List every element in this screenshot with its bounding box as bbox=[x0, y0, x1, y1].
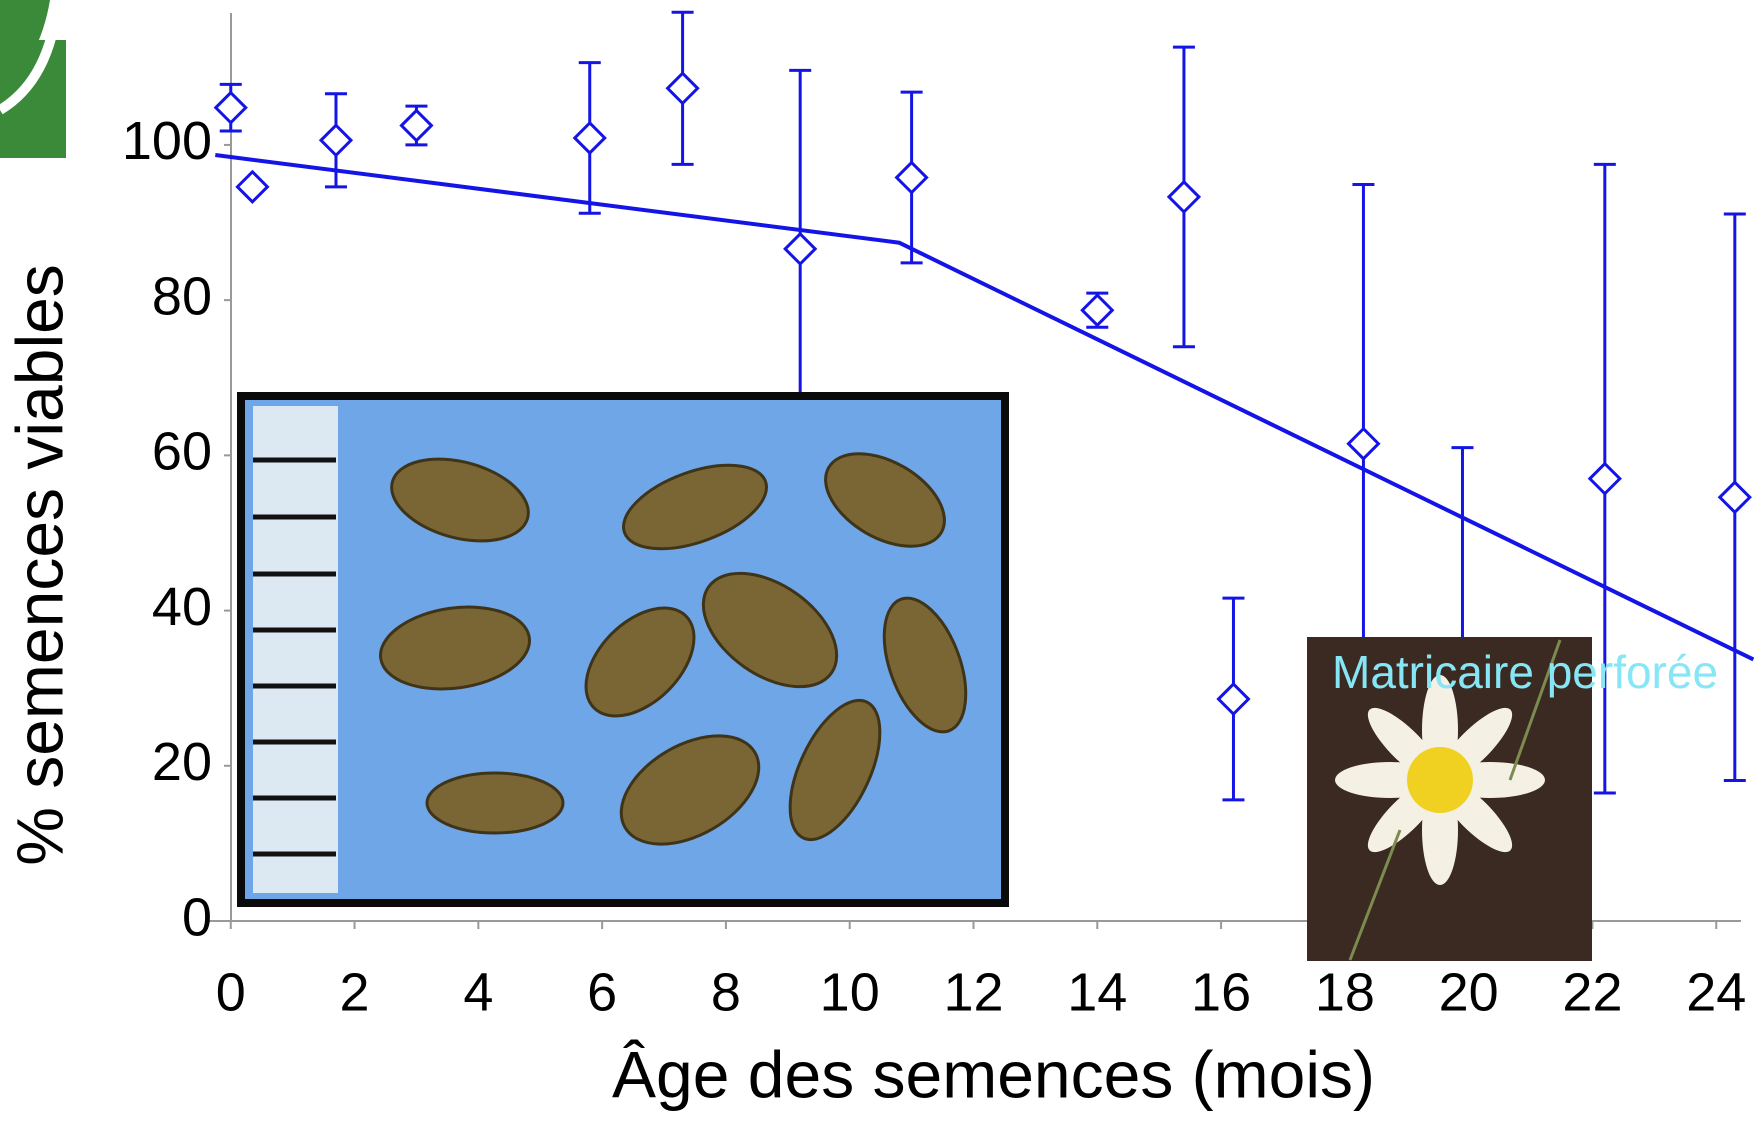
x-tick-label: 6 bbox=[587, 962, 617, 1022]
logo bbox=[0, 0, 66, 158]
y-tick-label: 100 bbox=[122, 111, 212, 171]
x-tick-label: 12 bbox=[943, 962, 1003, 1022]
chart: 020406080100024681012141618202224Âge des… bbox=[0, 0, 1758, 1117]
x-tick-label: 22 bbox=[1562, 962, 1622, 1022]
x-tick-label: 8 bbox=[711, 962, 741, 1022]
data-point bbox=[321, 125, 351, 155]
data-point bbox=[216, 93, 246, 123]
y-tick-label: 0 bbox=[182, 887, 212, 947]
x-tick-label: 2 bbox=[340, 962, 370, 1022]
data-point bbox=[237, 172, 267, 202]
y-tick-label: 20 bbox=[152, 732, 212, 792]
data-point bbox=[1720, 482, 1750, 512]
data-point bbox=[1218, 684, 1248, 714]
data-point bbox=[575, 123, 605, 153]
x-tick-label: 18 bbox=[1315, 962, 1375, 1022]
data-point bbox=[668, 73, 698, 103]
x-tick-label: 24 bbox=[1686, 962, 1746, 1022]
data-point bbox=[1590, 464, 1620, 494]
x-tick-label: 16 bbox=[1191, 962, 1251, 1022]
y-tick-label: 80 bbox=[152, 266, 212, 326]
data-point bbox=[1348, 429, 1378, 459]
data-point bbox=[785, 234, 815, 264]
y-tick-label: 40 bbox=[152, 577, 212, 637]
data-point bbox=[897, 163, 927, 193]
seed-photo bbox=[237, 392, 1009, 907]
data-point bbox=[1169, 182, 1199, 212]
y-tick-label: 60 bbox=[152, 422, 212, 482]
y-axis-title: % semences viables bbox=[2, 264, 76, 866]
data-point bbox=[1082, 295, 1112, 325]
x-tick-label: 10 bbox=[820, 962, 880, 1022]
flower-photo: Matricaire perforée bbox=[1307, 637, 1718, 961]
x-axis-title: Âge des semences (mois) bbox=[612, 1037, 1375, 1111]
x-tick-label: 20 bbox=[1439, 962, 1499, 1022]
x-tick-label: 4 bbox=[463, 962, 493, 1022]
data-point bbox=[401, 111, 431, 141]
inset-label: Matricaire perforée bbox=[1332, 646, 1718, 698]
x-tick-label: 14 bbox=[1067, 962, 1127, 1022]
x-tick-label: 0 bbox=[216, 962, 246, 1022]
